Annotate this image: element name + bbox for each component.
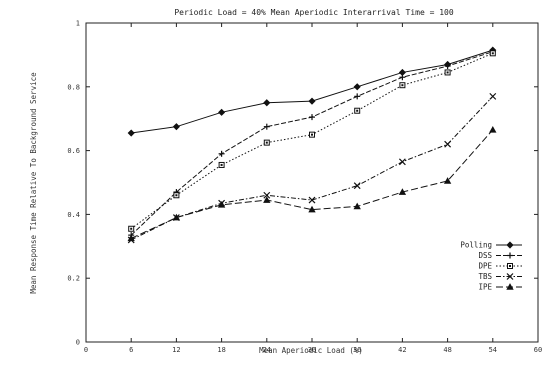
data-point-dpe — [173, 192, 180, 199]
series-line-polling — [131, 49, 493, 134]
data-point-dpe — [399, 82, 406, 89]
data-point-polling — [353, 83, 361, 91]
legend-marker-dss — [507, 252, 513, 259]
x-tick-label: 36 — [353, 346, 361, 354]
data-point-ipe — [489, 126, 497, 133]
x-tick-label: 0 — [84, 346, 88, 354]
data-point-ipe — [217, 201, 226, 208]
data-point-tbs — [353, 182, 361, 190]
data-point-dpe — [309, 131, 315, 138]
data-point-dpe — [354, 107, 361, 114]
series-line-ipe — [130, 129, 494, 239]
data-point-polling — [308, 97, 316, 105]
data-point-dss — [309, 114, 315, 121]
y-tick-label: 0.8 — [67, 83, 80, 91]
legend-label-polling: Polling — [460, 241, 492, 250]
data-point-tbs — [398, 158, 406, 166]
legend-marker-dpe — [507, 263, 513, 269]
data-point-tbs — [444, 140, 452, 148]
series-layer — [127, 46, 497, 244]
data-point-ipe — [353, 202, 361, 210]
series-tbs — [127, 92, 497, 244]
data-point-ipe — [308, 205, 316, 213]
data-point-dpe — [489, 50, 496, 57]
legend-marker-tbs — [506, 273, 514, 280]
series-line-dpe — [130, 52, 493, 230]
x-tick-label: 24 — [263, 346, 271, 354]
y-tick-label: 0.6 — [67, 147, 80, 155]
legend-marker-polling — [506, 241, 514, 249]
data-point-dss — [218, 150, 225, 157]
data-point-dss — [444, 63, 451, 70]
data-point-ipe — [398, 188, 407, 195]
chart-title: Periodic Load = 40% Mean Aperiodic Inter… — [174, 8, 454, 17]
data-point-tbs — [263, 191, 271, 199]
x-tick-label: 60 — [534, 346, 542, 354]
x-tick-label: 6 — [129, 346, 133, 354]
chart-axes: 0 6 12 18 24 30 36 42 48 54 60 0 0.2 0.4 0.6 0.8 1 — [67, 20, 542, 355]
data-point-polling — [172, 123, 180, 131]
data-point-tbs — [489, 92, 497, 100]
legend-label-tbs: TBS — [478, 272, 492, 281]
series-ipe — [127, 126, 497, 242]
data-point-ipe — [443, 177, 452, 184]
y-tick-label: 0.4 — [67, 211, 80, 219]
legend-label-ipe: IPE — [478, 283, 492, 292]
legend-marker-ipe — [506, 283, 514, 290]
data-point-dss — [354, 93, 361, 100]
x-tick-label: 18 — [217, 346, 225, 354]
series-polling — [127, 46, 497, 137]
data-point-polling — [263, 99, 271, 107]
y-axis-label: Mean Response Time Relative To Backgroun… — [29, 72, 38, 294]
x-tick-label: 30 — [308, 346, 316, 354]
data-point-dpe — [218, 161, 225, 168]
x-tick-label: 48 — [443, 346, 451, 354]
data-point-dpe — [128, 225, 135, 232]
x-tick-label: 54 — [489, 346, 497, 354]
data-point-dpe — [444, 69, 451, 76]
x-tick-label: 12 — [172, 346, 180, 354]
y-tick-label: 0.2 — [67, 275, 80, 283]
data-point-dss — [263, 123, 270, 130]
x-axis-label: Mean Aperiodic Load (%) — [259, 346, 363, 355]
series-dpe — [128, 50, 496, 232]
legend-label-dss: DSS — [478, 251, 492, 260]
y-tick-label: 0 — [76, 339, 80, 347]
data-point-dpe — [263, 139, 270, 146]
legend-label-dpe: DPE — [478, 262, 492, 271]
x-tick-label: 42 — [398, 346, 406, 354]
data-point-polling — [127, 129, 135, 137]
plot-frame — [85, 22, 539, 343]
data-point-polling — [218, 108, 226, 116]
data-point-ipe — [172, 213, 181, 221]
data-point-tbs — [308, 196, 316, 204]
data-point-ipe — [263, 196, 271, 203]
data-point-ipe — [127, 234, 135, 242]
data-point-dss — [399, 74, 406, 81]
y-tick-label: 1 — [76, 20, 80, 28]
